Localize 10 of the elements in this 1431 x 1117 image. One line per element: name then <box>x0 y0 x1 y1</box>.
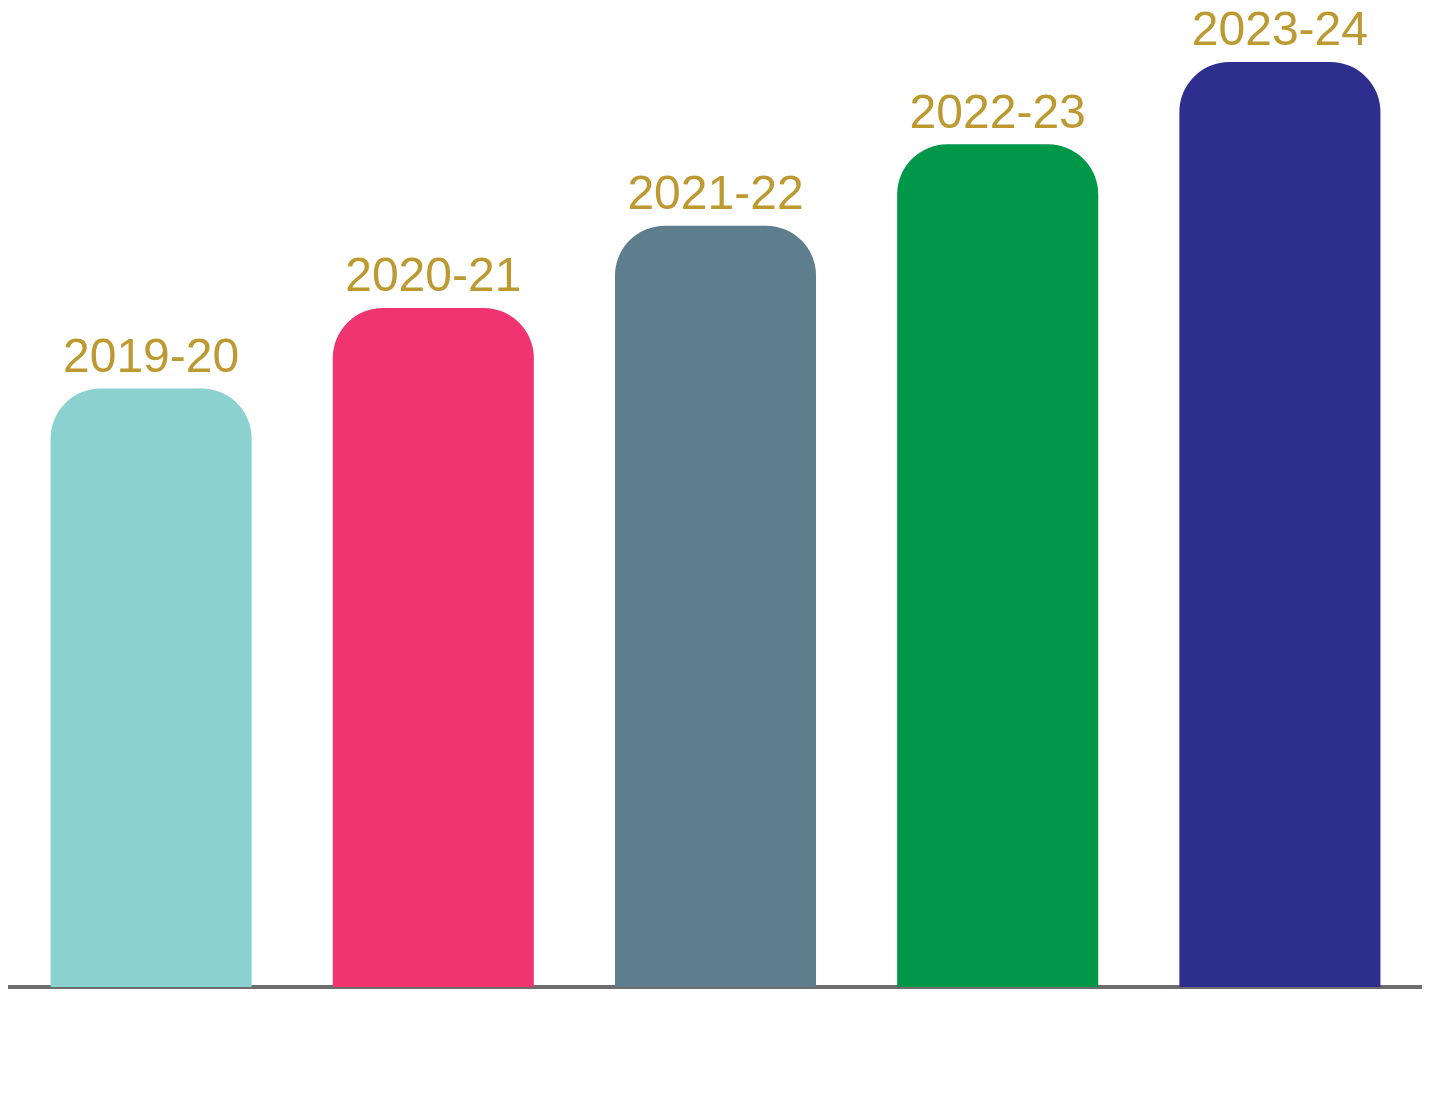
x-tick-label: 2020-21 <box>345 248 522 302</box>
bar <box>332 308 534 987</box>
bar <box>897 144 1099 987</box>
bar <box>1179 62 1381 987</box>
x-tick-label: 2019-20 <box>63 328 240 382</box>
bar <box>50 388 252 987</box>
bar <box>614 225 817 987</box>
x-tick-label: 2022-23 <box>909 84 1086 138</box>
x-tick-label: 2023-24 <box>1191 2 1368 56</box>
x-tick-label: 2021-22 <box>627 165 804 219</box>
